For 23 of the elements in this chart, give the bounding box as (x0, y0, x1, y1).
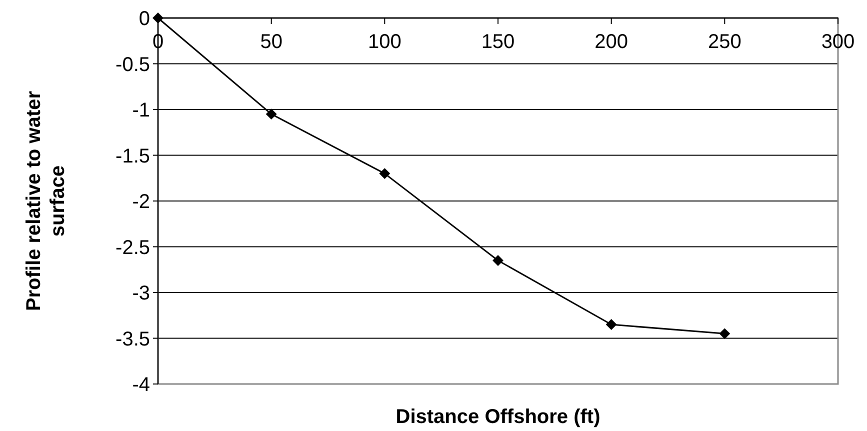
x-tick-label: 250 (708, 31, 742, 53)
y-tick-label: -0.5 (116, 54, 150, 76)
point (492, 255, 504, 266)
y-tick-label: -3 (132, 282, 150, 304)
point (606, 319, 617, 330)
point (719, 328, 730, 340)
x-tick-label: 150 (481, 31, 515, 53)
point (152, 12, 164, 24)
x-tick-label: 200 (594, 31, 628, 53)
x-axis-title: Distance Offshore (ft) (396, 406, 600, 428)
point (266, 108, 277, 120)
y-tick-label: -2 (132, 191, 150, 213)
y-tick-label: -1 (132, 100, 150, 122)
x-tick-label: 100 (368, 31, 402, 53)
y-axis-title: Profile relative to water surface (23, 90, 69, 312)
y-tick-label: -2.5 (116, 236, 150, 259)
y-tick-label: -3.5 (116, 328, 150, 350)
y-tick-label: -4 (132, 374, 150, 396)
y-tick-label: -1.5 (116, 145, 150, 168)
point (379, 168, 390, 180)
x-tick-label: 50 (260, 31, 282, 53)
x-tick-label: 300 (821, 31, 855, 53)
y-tick-label: 0 (138, 8, 150, 30)
